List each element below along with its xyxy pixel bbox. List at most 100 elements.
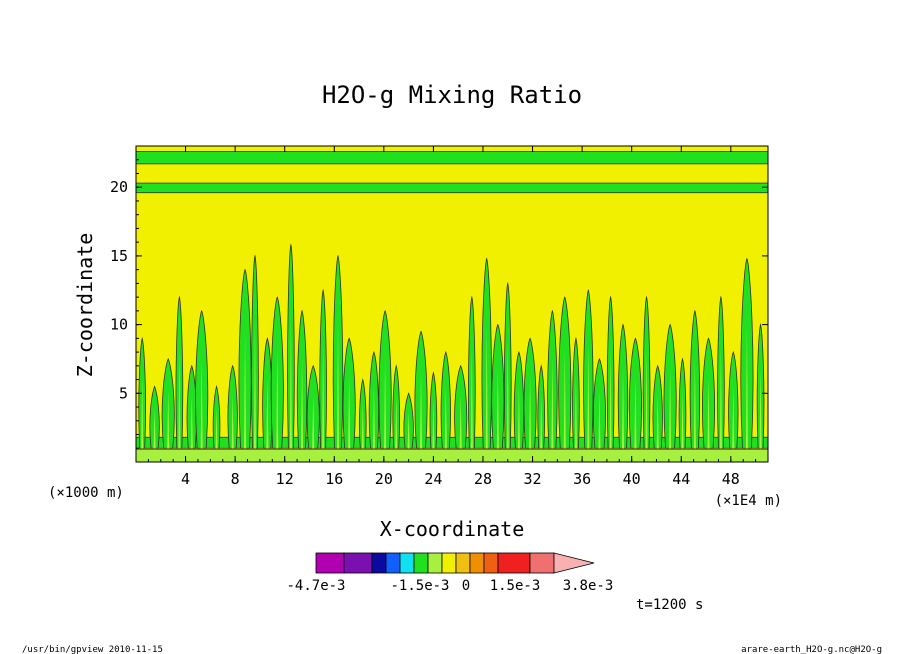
y-tick-label-20: 20 [110, 178, 128, 196]
plume-core-35 [551, 358, 554, 449]
x-axis-unit-right: (×1E4 m) [715, 493, 782, 509]
colorbar-cell-6 [413, 552, 429, 574]
plume-core-32 [517, 385, 520, 449]
colorbar-cell-8 [441, 552, 457, 574]
plume-core-10 [253, 323, 256, 449]
moisture-band-2 [135, 182, 769, 194]
plume-core-38 [587, 345, 590, 449]
plume-core-5 [190, 394, 193, 449]
plume-core-9 [244, 332, 247, 449]
plume-core-22 [395, 394, 398, 449]
plume-core-3 [167, 390, 170, 449]
plume-core-26 [444, 385, 447, 449]
plume-core-27 [459, 394, 462, 449]
plume-core-21 [384, 358, 387, 449]
plume-core-46 [681, 390, 684, 449]
plume-core-43 [645, 350, 648, 449]
surface-layer [135, 449, 769, 463]
colorbar-cell-12 [497, 552, 531, 574]
y-tick-label-5: 5 [119, 384, 128, 402]
plume-core-1 [141, 376, 144, 449]
plume-core-52 [759, 367, 762, 449]
colorbar-cell-1 [315, 552, 345, 574]
plume-core-7 [215, 408, 218, 449]
colorbar-label-3: 0 [462, 578, 470, 594]
colorbar-cell-3 [371, 552, 387, 574]
colorbar-cell-13 [529, 552, 555, 574]
plume-core-41 [622, 367, 625, 449]
plume-core-51 [745, 325, 748, 449]
x-tick-label-8: 8 [231, 470, 240, 488]
plume-core-42 [634, 376, 637, 449]
colorbar-label-2: -1.5e-3 [390, 578, 449, 594]
colorbar-cell-5 [399, 552, 415, 574]
x-tick-label-48: 48 [722, 470, 740, 488]
plume-core-31 [506, 341, 509, 449]
colorbar-cell-10 [469, 552, 485, 574]
plume-core-50 [732, 385, 735, 449]
plume-core-14 [301, 358, 304, 449]
colorbar-label-1: -4.7e-3 [286, 578, 345, 594]
plume-core-45 [669, 367, 672, 449]
plume-core-47 [693, 358, 696, 449]
moisture-band-1 [135, 151, 769, 165]
x-axis-unit-left: (×1000 m) [48, 485, 124, 501]
colorbar-cell-9 [455, 552, 471, 574]
x-tick-label-4: 4 [181, 470, 190, 488]
colorbar-cell-4 [385, 552, 401, 574]
footer-left: /usr/bin/gpview 2010-11-15 [22, 645, 163, 654]
plume-core-13 [289, 316, 292, 449]
plume-core-25 [432, 399, 435, 449]
plume-core-23 [407, 412, 410, 449]
colorbar-label-5: 3.8e-3 [563, 578, 614, 594]
x-tick-label-40: 40 [623, 470, 641, 488]
plume-core-39 [598, 390, 601, 449]
plume-core-33 [529, 376, 532, 449]
x-axis-ticks: 4 8 12 16 20 24 28 32 36 40 44 48 [147, 146, 757, 488]
plume-core-28 [470, 350, 473, 449]
colorbar-cell-2 [343, 552, 373, 574]
plume-core-11 [266, 376, 269, 449]
plume-core-2 [153, 408, 156, 449]
plume-core-15 [312, 394, 315, 449]
plume-core-44 [656, 394, 659, 449]
y-axis-ticks: 5 10 15 20 [110, 159, 768, 449]
plume-core-6 [200, 358, 203, 449]
y-tick-label-10: 10 [110, 316, 128, 334]
x-tick-label-28: 28 [474, 470, 492, 488]
plume-core-30 [496, 367, 499, 449]
plume-core-36 [563, 350, 566, 449]
moisture-plumes [135, 243, 769, 463]
plume-core-4 [178, 350, 181, 449]
colorbar: -4.7e-3 -1.5e-3 0 1.5e-3 3.8e-3 [286, 552, 614, 594]
colorbar-cell-7 [427, 552, 443, 574]
x-tick-label-24: 24 [424, 470, 442, 488]
time-label: t=1200 s [636, 597, 703, 613]
x-tick-label-12: 12 [276, 470, 294, 488]
plume-core-37 [574, 376, 577, 449]
plume-core-16 [322, 345, 325, 449]
plume-core-12 [276, 350, 279, 449]
plume-core-19 [361, 403, 364, 449]
x-tick-label-32: 32 [524, 470, 542, 488]
plume-core-29 [485, 325, 488, 449]
plume-core-48 [707, 376, 710, 449]
x-axis-label: X-coordinate [380, 517, 525, 541]
colorbar-label-4: 1.5e-3 [490, 578, 541, 594]
colorbar-extend-arrow [553, 552, 595, 574]
colorbar-cell-11 [483, 552, 499, 574]
plume-core-8 [231, 394, 234, 449]
x-tick-label-44: 44 [672, 470, 690, 488]
plume-core-17 [336, 323, 339, 449]
plume-core-24 [420, 372, 423, 449]
plume-core-40 [609, 350, 612, 449]
chart-title: H2O-g Mixing Ratio [322, 81, 582, 109]
y-axis-label: Z-coordinate [73, 233, 97, 378]
plume-core-49 [719, 350, 722, 449]
footer-right: arare-earth_H2O-g.nc@H2O-g [741, 645, 882, 654]
plot-frame [135, 145, 769, 463]
y-tick-label-15: 15 [110, 247, 128, 265]
x-tick-label-36: 36 [573, 470, 591, 488]
